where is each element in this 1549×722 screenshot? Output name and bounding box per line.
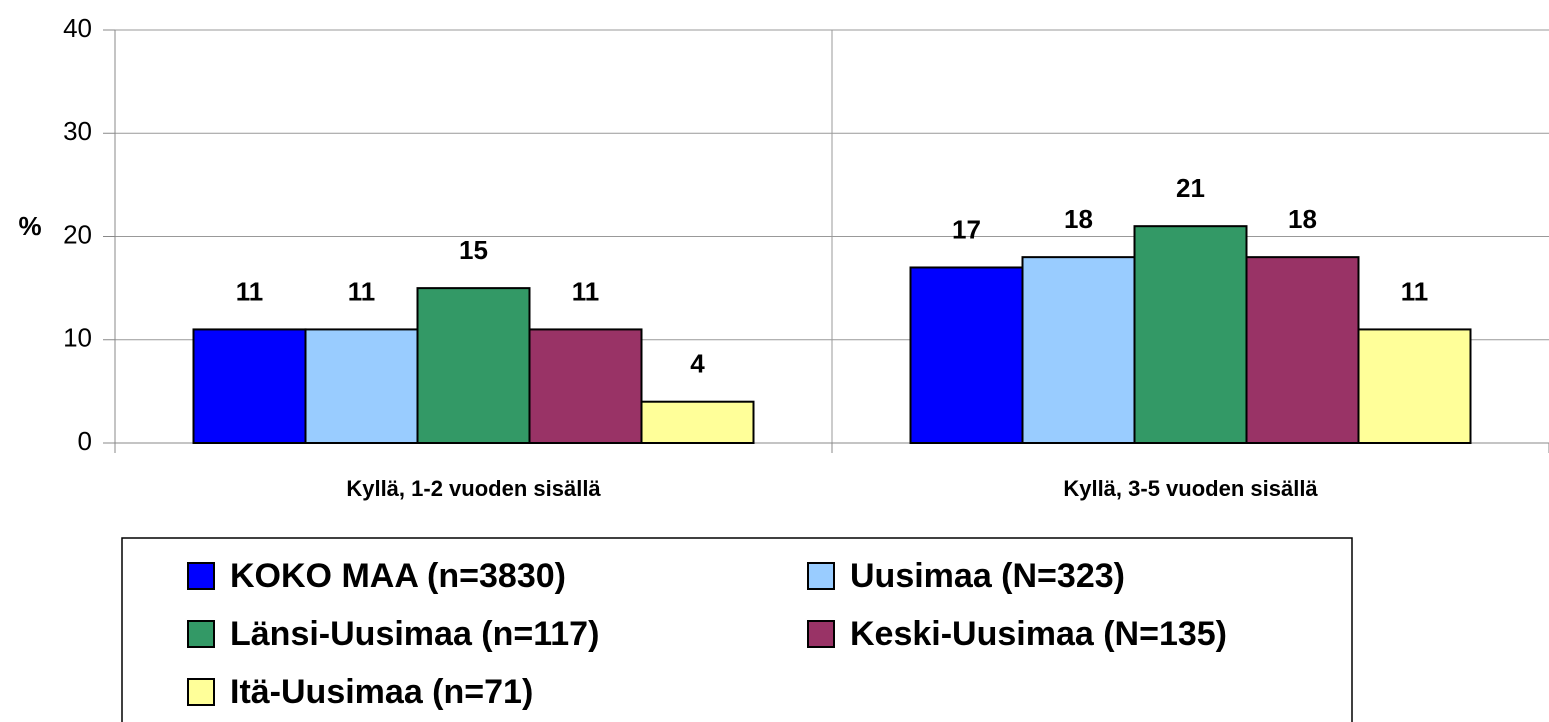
bar (192, 328, 307, 444)
y-tick-label: 0 (78, 426, 92, 456)
legend-label: KOKO MAA (n=3830) (230, 557, 566, 595)
data-label: 18 (1064, 204, 1093, 234)
bar (1357, 328, 1472, 444)
bar (1245, 256, 1360, 444)
x-tick-label: Kyllä, 3-5 vuoden sisällä (1063, 476, 1318, 501)
legend-label: Keski-Uusimaa (N=135) (850, 615, 1227, 653)
y-tick-label: 30 (63, 116, 92, 146)
y-axis-label: % (18, 211, 41, 241)
data-label: 21 (1176, 173, 1205, 203)
bar (528, 328, 643, 444)
legend-swatch (187, 678, 215, 706)
legend-swatch (187, 620, 215, 648)
legend-label: Itä-Uusimaa (n=71) (230, 673, 533, 711)
bar (1133, 225, 1248, 444)
bar (304, 328, 419, 444)
bar (1021, 256, 1136, 444)
bar (416, 287, 531, 444)
legend-swatch (187, 562, 215, 590)
legend-label: Uusimaa (N=323) (850, 557, 1125, 595)
legend-label: Länsi-Uusimaa (n=117) (230, 615, 599, 653)
legend-swatch (807, 620, 835, 648)
legend-box (121, 537, 1353, 722)
y-tick-label: 20 (63, 219, 92, 249)
data-label: 15 (459, 235, 488, 265)
data-label: 4 (690, 349, 705, 379)
data-label: 18 (1288, 204, 1317, 234)
data-label: 11 (348, 276, 376, 306)
data-label: 11 (1401, 276, 1429, 306)
y-tick-label: 40 (63, 13, 92, 43)
y-tick-label: 10 (63, 323, 92, 353)
data-label: 17 (952, 214, 981, 244)
bar (640, 400, 755, 445)
legend-swatch (807, 562, 835, 590)
bar (909, 266, 1024, 444)
data-label: 11 (572, 276, 600, 306)
x-tick-label: Kyllä, 1-2 vuoden sisällä (346, 476, 601, 501)
data-label: 11 (236, 276, 264, 306)
